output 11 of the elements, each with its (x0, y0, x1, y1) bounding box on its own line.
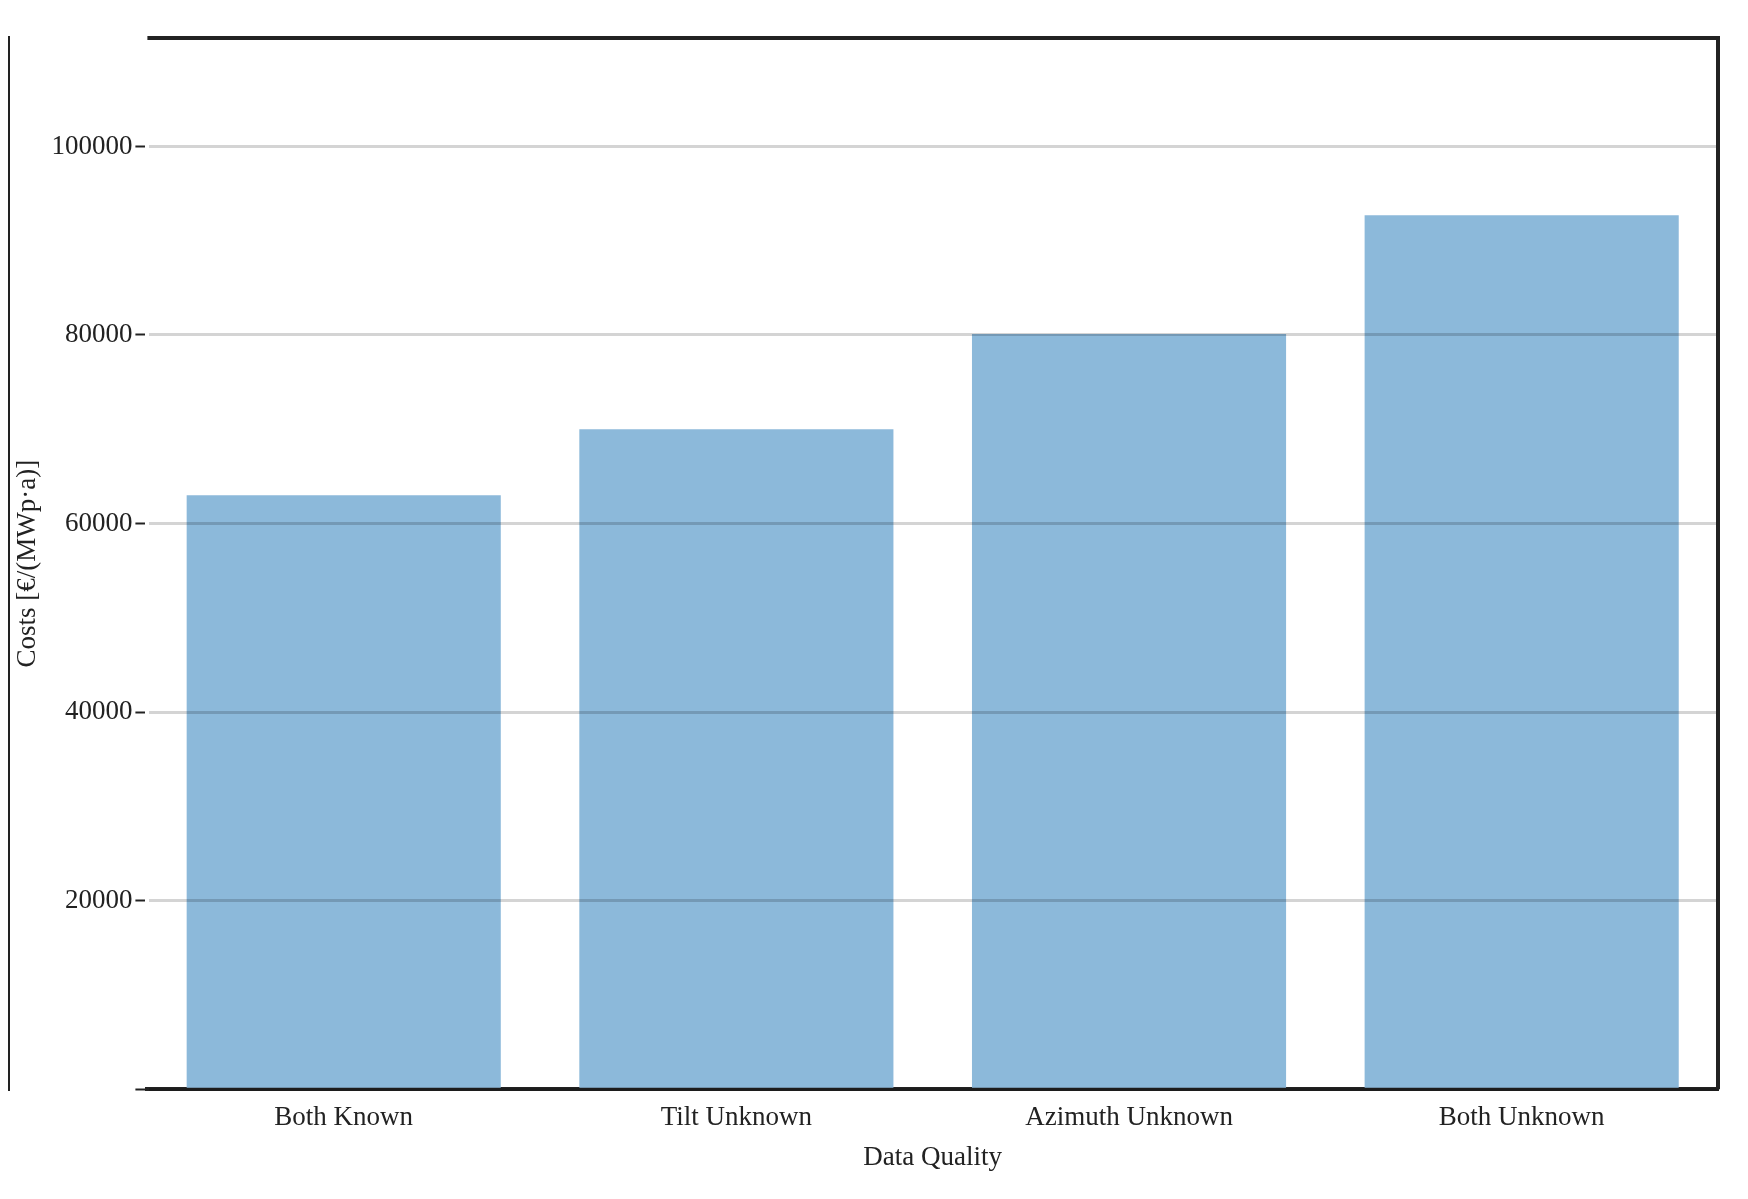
x-tick-label: Azimuth Unknown (1025, 1101, 1234, 1132)
y-tick-label: 20000 (64, 883, 133, 914)
x-tick-label: Both Unknown (1438, 1101, 1606, 1132)
x-axis-title: Data Quality (863, 1140, 1003, 1171)
x-tick-label: Both Known (274, 1101, 414, 1132)
y-tick-label: 80000 (64, 318, 133, 349)
x-tick-label: Tilt Unknown (660, 1101, 813, 1132)
y-tick-label: 60000 (64, 506, 133, 537)
y-tick-label: 40000 (64, 695, 133, 726)
y-tick-label: 100000 (51, 129, 133, 160)
y-axis-title: Costs [€/(MWp·a)] (11, 459, 42, 668)
